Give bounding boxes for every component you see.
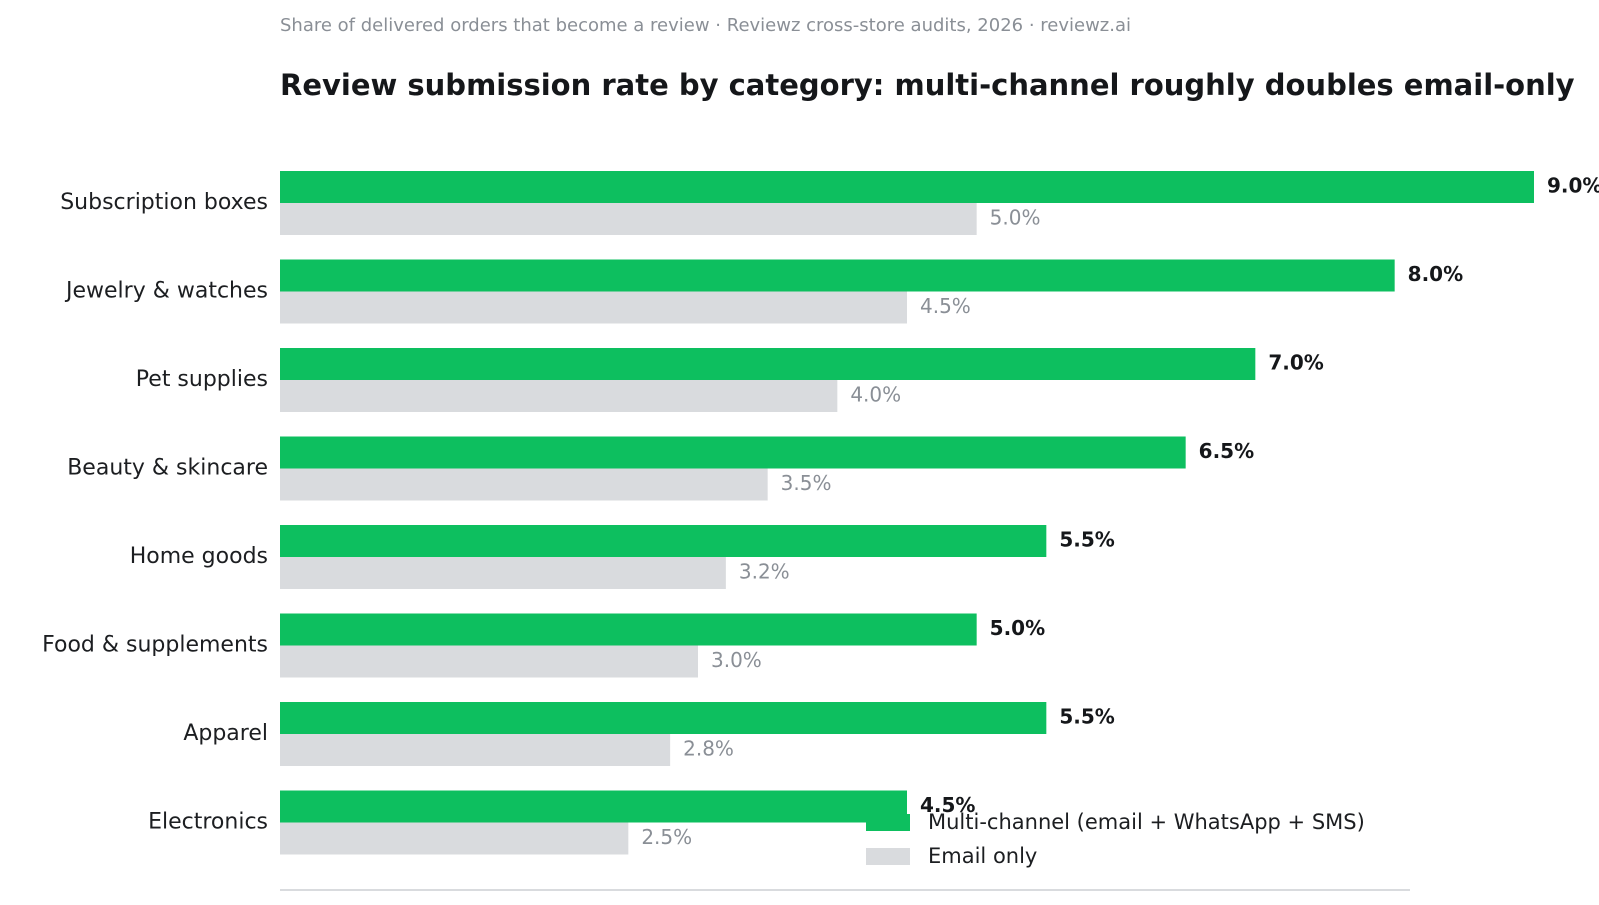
multi-channel-value-electronics: 4.5%	[920, 793, 975, 817]
legend-swatch-email-only	[866, 848, 910, 865]
category-label-beauty-skincare: Beauty & skincare	[67, 456, 268, 481]
email-only-bar-home-goods	[280, 557, 726, 589]
email-only-bar-pet-supplies	[280, 380, 838, 412]
email-only-value-beauty-skincare: 3.5%	[781, 471, 832, 495]
category-label-jewelry-watches: Jewelry & watches	[64, 279, 268, 304]
multi-channel-value-subscription-boxes: 9.0%	[1547, 174, 1599, 198]
bars-layer: Subscription boxes 9.0% 5.0% Jewelry & watc…	[42, 171, 1599, 855]
category-label-subscription-boxes: Subscription boxes	[60, 190, 268, 215]
category-label-home-goods: Home goods	[130, 544, 268, 569]
email-only-bar-apparel	[280, 734, 671, 766]
chart-title: Review submission rate by category: mult…	[280, 68, 1575, 102]
category-label-electronics: Electronics	[148, 810, 268, 835]
multi-channel-bar-apparel	[280, 702, 1047, 734]
multi-channel-bar-beauty-skincare	[280, 436, 1186, 469]
email-only-bar-beauty-skincare	[280, 468, 768, 501]
multi-channel-bar-electronics	[280, 790, 907, 823]
category-label-pet-supplies: Pet supplies	[136, 367, 268, 392]
multi-channel-value-home-goods: 5.5%	[1059, 528, 1114, 552]
legend-label-email-only: Email only	[928, 844, 1037, 868]
multi-channel-bar-pet-supplies	[280, 348, 1256, 380]
category-label-food-supplements: Food & supplements	[42, 633, 268, 658]
email-only-value-apparel: 2.8%	[683, 737, 734, 761]
email-only-bar-subscription-boxes	[280, 203, 977, 235]
multi-channel-bar-jewelry-watches	[280, 259, 1395, 292]
multi-channel-bar-food-supplements	[280, 613, 977, 646]
email-only-value-subscription-boxes: 5.0%	[990, 206, 1041, 230]
multi-channel-value-apparel: 5.5%	[1059, 705, 1114, 729]
legend-swatch-multi-channel	[866, 814, 910, 831]
category-label-apparel: Apparel	[183, 721, 268, 746]
multi-channel-value-jewelry-watches: 8.0%	[1408, 262, 1463, 286]
email-only-value-food-supplements: 3.0%	[711, 648, 762, 672]
chart-subtitle: Share of delivered orders that become a …	[280, 15, 1132, 36]
multi-channel-bar-subscription-boxes	[280, 171, 1534, 203]
multi-channel-value-pet-supplies: 7.0%	[1268, 351, 1323, 375]
multi-channel-bar-home-goods	[280, 525, 1047, 557]
multi-channel-value-food-supplements: 5.0%	[990, 616, 1045, 640]
multi-channel-value-beauty-skincare: 6.5%	[1199, 439, 1254, 463]
legend: Multi-channel (email + WhatsApp + SMS) Em…	[866, 810, 1365, 868]
email-only-value-home-goods: 3.2%	[739, 560, 790, 584]
email-only-bar-electronics	[280, 822, 629, 855]
email-only-value-electronics: 2.5%	[641, 825, 692, 849]
email-only-value-pet-supplies: 4.0%	[850, 383, 901, 407]
email-only-bar-food-supplements	[280, 645, 698, 678]
legend-label-multi-channel: Multi-channel (email + WhatsApp + SMS)	[928, 810, 1365, 834]
email-only-value-jewelry-watches: 4.5%	[920, 294, 971, 318]
email-only-bar-jewelry-watches	[280, 291, 907, 324]
